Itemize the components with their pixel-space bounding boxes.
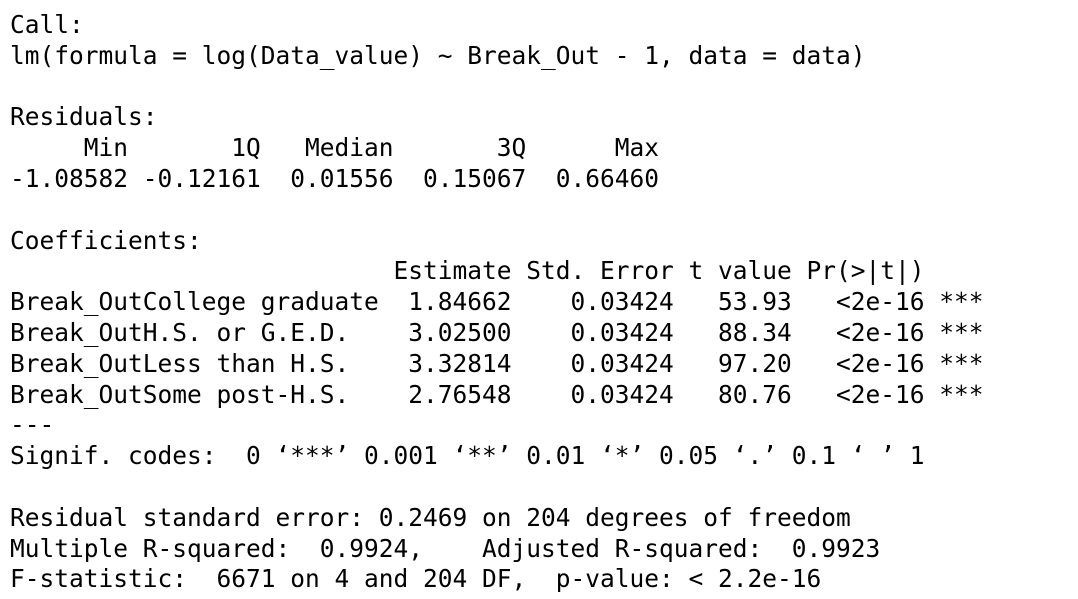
residual-standard-error-line: Residual standard error: 0.2469 on 204 d…	[10, 502, 851, 532]
call-heading: Call:	[10, 10, 84, 39]
residuals-header-row: Min 1Q Median 3Q Max	[10, 133, 674, 163]
blank-line	[10, 72, 1078, 103]
signif-codes-line: Signif. codes: 0 ‘***’ 0.001 ‘**’ 0.01 ‘…	[10, 441, 925, 471]
f-statistic-line: F-statistic: 6671 on 4 and 204 DF, p-val…	[10, 564, 822, 594]
blank-line	[10, 195, 1078, 226]
coefficients-header-row: Estimate Std. Error t value Pr(>|t|)	[10, 256, 984, 286]
residuals-values-row: -1.08582 -0.12161 0.01556 0.15067 0.6646…	[10, 163, 674, 193]
coefficient-row: Break_OutLess than H.S. 3.32814 0.03424 …	[10, 348, 984, 378]
coefficient-row: Break_OutH.S. or G.E.D. 3.02500 0.03424 …	[10, 317, 984, 347]
separator-line: ---	[10, 410, 55, 440]
call-formula: lm(formula = log(Data_value) ~ Break_Out…	[10, 40, 866, 70]
blank-line	[10, 472, 1078, 503]
coefficient-row: Break_OutSome post-H.S. 2.76548 0.03424 …	[10, 379, 984, 409]
residuals-heading: Residuals:	[10, 102, 158, 132]
r-squared-line: Multiple R-squared: 0.9924, Adjusted R-s…	[10, 533, 896, 563]
coefficients-heading: Coefficients:	[10, 225, 202, 255]
coefficient-row: Break_OutCollege graduate 1.84662 0.0342…	[10, 287, 984, 317]
